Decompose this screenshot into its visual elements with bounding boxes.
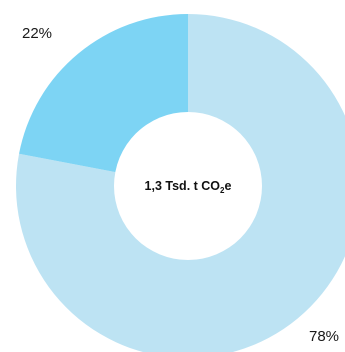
donut-hole (114, 112, 262, 260)
slice-value-label-22: 22% (22, 25, 52, 42)
center-label-subscript: 2 (220, 186, 225, 195)
center-label-suffix: e (224, 179, 231, 193)
donut-slice-78 (15, 14, 345, 352)
slice-value-label-78: 78% (309, 328, 339, 345)
center-label-main: 1,3 Tsd. t CO (145, 179, 221, 193)
center-label: 1,3 Tsd. t CO2e (145, 179, 232, 195)
